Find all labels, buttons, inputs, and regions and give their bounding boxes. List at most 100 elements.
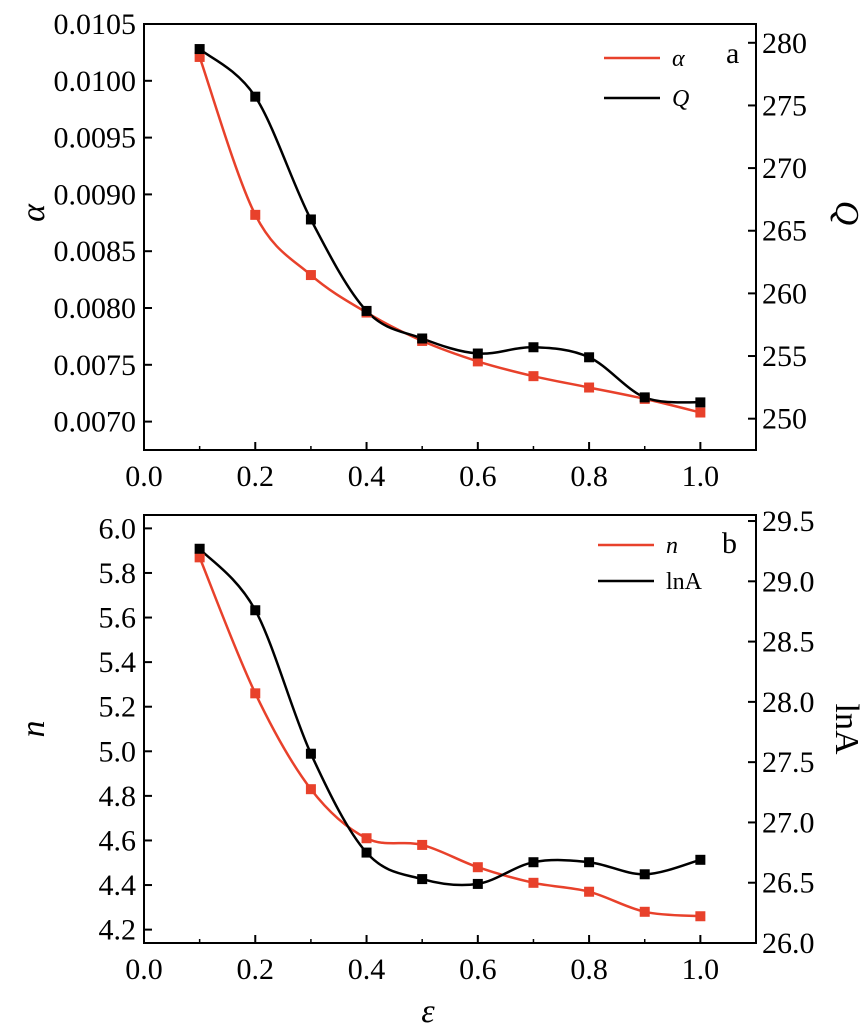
right-tick-label: 265 — [762, 215, 807, 248]
data-point-marker — [417, 874, 428, 885]
left-tick-label: 0.0080 — [54, 292, 137, 325]
x-tick-label: 1.0 — [682, 460, 720, 493]
data-point-marker — [194, 552, 205, 563]
right-tick-label: 28.0 — [762, 686, 815, 719]
data-point-marker — [361, 305, 372, 316]
left-tick-label: 0.0070 — [54, 406, 137, 439]
left-tick-label: 5.4 — [99, 646, 137, 679]
data-point-marker — [472, 878, 483, 889]
left-tick-label: 5.0 — [99, 735, 137, 768]
left-tick-label: 0.0090 — [54, 178, 137, 211]
left-axis-title: α — [15, 203, 52, 222]
series-line-right — [198, 547, 701, 887]
data-point-marker — [639, 906, 650, 917]
data-point-marker — [695, 854, 706, 865]
legend-label-q: Q — [672, 86, 689, 112]
data-point-marker — [528, 877, 539, 888]
data-point-marker — [528, 371, 539, 382]
data-point-marker — [695, 407, 706, 418]
left-tick-label: 4.8 — [99, 780, 137, 813]
left-tick-label: 4.2 — [99, 914, 137, 947]
x-tick-label: 0.0 — [125, 953, 163, 986]
data-point-marker — [639, 392, 650, 403]
data-point-marker — [639, 869, 650, 880]
panel-b: 0.0 0.2 0.4 0.6 0.8 1.0 4.2 4.4 4.6 4.8 5.0 5.2 5.4 5… — [15, 505, 865, 1030]
data-point-marker — [305, 784, 316, 795]
data-point-marker — [695, 397, 706, 408]
data-point-marker — [417, 333, 428, 344]
left-axis-title: n — [15, 721, 52, 738]
right-tick-label: 270 — [762, 152, 807, 185]
right-tick-label: 26.0 — [762, 927, 815, 960]
series-line-right — [198, 48, 701, 404]
left-tick-label: 0.0095 — [54, 122, 137, 155]
right-tick-label: 275 — [762, 89, 807, 122]
left-tick-label: 0.0075 — [54, 349, 137, 382]
x-tick-label: 0.0 — [125, 460, 163, 493]
left-tick-label: 5.6 — [99, 602, 137, 635]
left-tick-label: 5.2 — [99, 691, 137, 724]
data-point-marker — [528, 857, 539, 868]
data-point-marker — [194, 44, 205, 55]
data-point-marker — [305, 748, 316, 759]
legend-label-lna: lnA — [666, 569, 703, 595]
x-tick-label: 0.2 — [237, 460, 275, 493]
right-tick-label: 26.5 — [762, 867, 815, 900]
plot-frame — [143, 514, 757, 944]
right-tick-label: 260 — [762, 277, 807, 310]
series-line-left — [198, 56, 701, 414]
left-tick-label: 0.0100 — [54, 65, 137, 98]
data-point-marker — [305, 214, 316, 225]
left-tick-label: 6.0 — [99, 512, 137, 545]
x-tick-label: 1.0 — [682, 953, 720, 986]
panel-a: 0.0 0.2 0.4 0.6 0.8 1.0 0.0070 0.0075 0.0080 0.00… — [15, 8, 865, 493]
x-tick-label: 0.8 — [570, 460, 608, 493]
right-tick-label: 29.0 — [762, 565, 815, 598]
right-tick-label: 27.0 — [762, 806, 815, 839]
x-tick-label: 0.6 — [459, 953, 497, 986]
data-point-marker — [305, 270, 316, 281]
markers — [194, 44, 706, 418]
tick-labels: 0.0 0.2 0.4 0.6 0.8 1.0 4.2 4.4 4.6 4.8 5.0 5.2 5.4 5… — [99, 505, 815, 986]
right-tick-label: 28.5 — [762, 626, 815, 659]
right-axis-title: Q — [828, 201, 865, 226]
right-tick-label: 255 — [762, 340, 807, 373]
left-tick-label: 4.4 — [99, 869, 137, 902]
series-line-left — [198, 556, 701, 918]
x-tick-label: 0.6 — [459, 460, 497, 493]
right-tick-label: 29.5 — [762, 505, 815, 538]
legend-label-alpha: α — [672, 46, 685, 72]
series-lines — [198, 547, 701, 918]
left-tick-label: 5.8 — [99, 557, 137, 590]
data-point-marker — [250, 605, 261, 616]
data-point-marker — [361, 833, 372, 844]
series-lines — [198, 48, 701, 414]
legend-label-n: n — [666, 533, 678, 559]
data-point-marker — [250, 209, 261, 220]
ticks — [143, 23, 757, 450]
data-point-marker — [584, 382, 595, 393]
panel-label: b — [722, 527, 737, 560]
right-tick-label: 250 — [762, 403, 807, 436]
markers — [194, 543, 706, 922]
data-point-marker — [194, 543, 205, 554]
tick-labels: 0.0 0.2 0.4 0.6 0.8 1.0 0.0070 0.0075 0.0080 0.00… — [54, 8, 808, 493]
data-point-marker — [250, 688, 261, 699]
x-tick-label: 0.4 — [348, 953, 386, 986]
data-point-marker — [250, 91, 261, 102]
left-tick-label: 0.0085 — [54, 235, 137, 268]
data-point-marker — [584, 886, 595, 897]
legend: α Q — [604, 46, 689, 112]
panel-label: a — [726, 37, 739, 70]
right-tick-label: 27.5 — [762, 746, 815, 779]
data-point-marker — [472, 356, 483, 367]
data-point-marker — [584, 857, 595, 868]
left-tick-label: 4.6 — [99, 824, 137, 857]
x-tick-label: 0.2 — [237, 953, 275, 986]
left-tick-label: 0.0105 — [54, 8, 137, 41]
data-point-marker — [361, 847, 372, 858]
legend: n lnA — [598, 533, 703, 595]
x-tick-label: 0.4 — [348, 460, 386, 493]
x-axis-title: ε — [421, 993, 435, 1030]
